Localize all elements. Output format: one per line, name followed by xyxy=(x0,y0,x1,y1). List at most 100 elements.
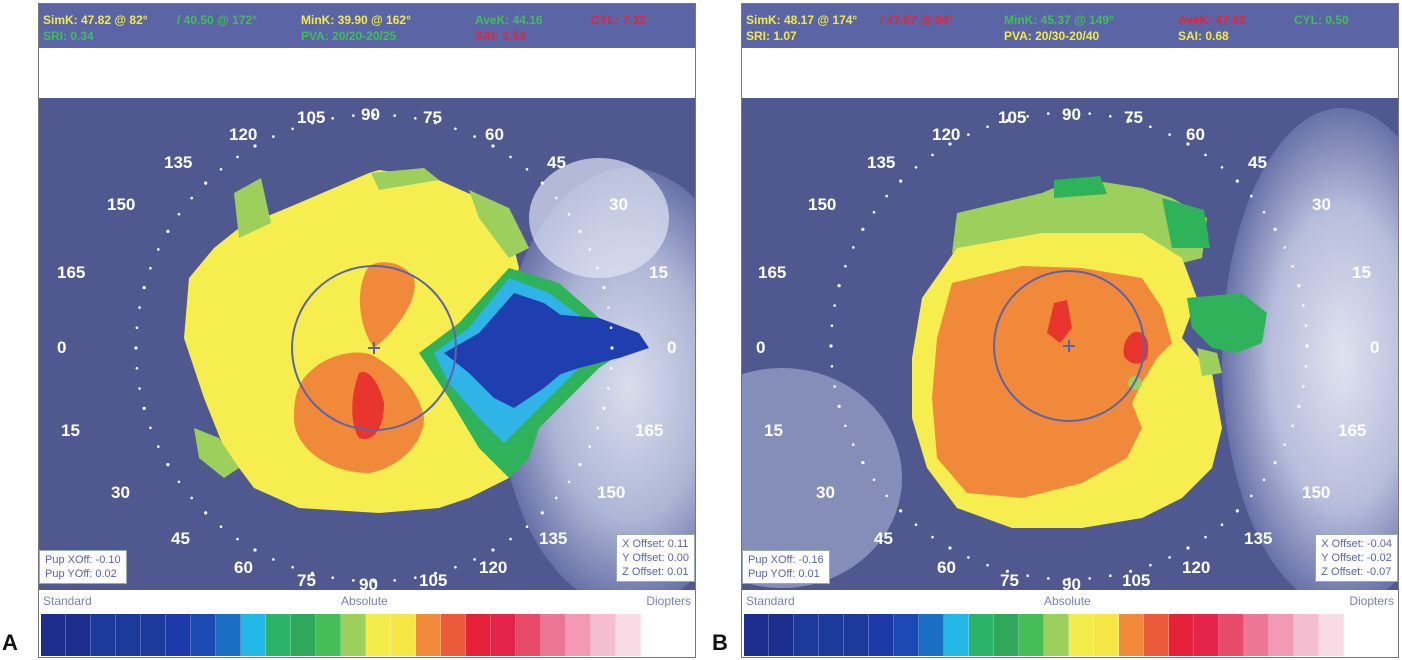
simk-steep-value: / 47.67 @ 84° xyxy=(880,13,954,27)
color-swatch xyxy=(216,614,241,656)
tick-dot xyxy=(157,445,160,448)
tick-dot xyxy=(166,229,170,233)
tick-dot xyxy=(1283,246,1286,249)
red-zone xyxy=(1123,331,1149,364)
degree-label: 165 xyxy=(635,421,663,440)
offset-box: X Offset: -0.04 Y Offset: -0.02 Z Offset… xyxy=(1315,534,1398,582)
tick-dot xyxy=(525,168,529,171)
color-swatch xyxy=(441,614,466,656)
tick-dot xyxy=(578,463,582,467)
z-offset: Z Offset: -0.07 xyxy=(1321,566,1392,578)
tick-dot xyxy=(567,212,571,216)
degree-label: 30 xyxy=(816,483,835,502)
degree-label: 15 xyxy=(61,421,80,440)
tick-dot xyxy=(310,571,314,575)
degree-label: 150 xyxy=(808,195,836,214)
tick-dot xyxy=(1088,577,1091,580)
tick-dot xyxy=(1026,115,1029,118)
tick-dot xyxy=(596,266,599,270)
color-swatch xyxy=(1144,614,1169,656)
degree-label: 135 xyxy=(164,153,192,172)
panel-a-letter: A xyxy=(2,630,18,655)
tick-dot xyxy=(157,248,160,251)
pupil-circle xyxy=(291,265,457,431)
orange-zone xyxy=(932,266,1172,498)
scale-diopters-label: Diopters xyxy=(646,594,691,608)
tick-dot xyxy=(1088,112,1091,115)
tick-dot xyxy=(135,326,139,329)
degree-label: 165 xyxy=(1338,421,1366,440)
tick-ring xyxy=(134,113,614,583)
degree-label: 45 xyxy=(1248,153,1267,172)
tick-dot xyxy=(491,144,495,148)
tick-dot xyxy=(588,445,591,448)
color-swatch xyxy=(1294,614,1319,656)
green-zone xyxy=(194,428,239,478)
color-swatch xyxy=(819,614,844,656)
color-swatch xyxy=(391,614,416,656)
tick-dot xyxy=(454,565,457,569)
color-swatch xyxy=(491,614,516,656)
tick-dot xyxy=(138,387,141,390)
degree-label: 135 xyxy=(867,153,895,172)
tick-dot xyxy=(1149,125,1152,129)
color-scale-bar xyxy=(39,614,695,656)
degree-label: 15 xyxy=(649,263,668,282)
mink-value: MinK: 39.90 @ 162° xyxy=(301,13,411,27)
tick-dot xyxy=(414,117,417,120)
color-swatch xyxy=(1069,614,1094,656)
color-swatch xyxy=(894,614,919,656)
green-zone xyxy=(371,168,439,190)
degree-label: 15 xyxy=(1352,263,1371,282)
tick-dot xyxy=(1067,111,1071,115)
tick-dot xyxy=(236,155,239,159)
tick-dot xyxy=(1186,142,1190,146)
degree-label: 150 xyxy=(1302,483,1330,502)
tick-dot xyxy=(607,387,610,390)
tick-dot xyxy=(861,461,865,465)
tick-dot xyxy=(142,406,146,410)
pupil-y-offset: Pup YOff: 0.01 xyxy=(748,568,820,580)
tick-dot xyxy=(1129,119,1133,123)
degree-label: 75 xyxy=(423,108,442,127)
degree-label: 15 xyxy=(764,421,783,440)
color-swatch xyxy=(266,614,291,656)
tick-dot xyxy=(899,509,903,513)
color-swatch xyxy=(316,614,341,656)
tick-dot xyxy=(885,194,888,198)
degree-label: 120 xyxy=(479,558,507,577)
green-zone xyxy=(1187,293,1267,353)
degree-label: 30 xyxy=(609,195,628,214)
tick-dot xyxy=(596,426,599,430)
pupil-x-offset: Pup XOff: -0.16 xyxy=(748,554,824,566)
color-swatch xyxy=(591,614,616,656)
tick-dot xyxy=(1109,574,1112,577)
tick-dot xyxy=(509,537,512,541)
tick-dot xyxy=(567,480,571,484)
green-zone xyxy=(1197,348,1222,376)
tick-dot xyxy=(1297,404,1301,408)
y-offset: Y Offset: -0.02 xyxy=(1321,552,1392,564)
tick-dot xyxy=(393,579,397,582)
y-offset: Y Offset: 0.00 xyxy=(622,552,689,564)
scale-diopters-label: Diopters xyxy=(1349,594,1394,608)
tick-dot xyxy=(914,523,918,526)
color-swatch xyxy=(141,614,166,656)
degree-label: 120 xyxy=(1182,558,1210,577)
tick-dot xyxy=(1302,385,1305,388)
color-swatch xyxy=(844,614,869,656)
color-swatch xyxy=(969,614,994,656)
tick-dot xyxy=(149,426,152,430)
pva-value: PVA: 20/20-20/25 xyxy=(301,29,397,43)
tick-dot xyxy=(1235,509,1239,513)
tick-dot xyxy=(291,127,294,131)
tick-dot xyxy=(1291,424,1294,428)
orange-zone xyxy=(359,262,415,348)
tick-dot xyxy=(1273,461,1277,465)
color-swatch xyxy=(291,614,316,656)
tick-dot xyxy=(1304,324,1308,327)
tick-dot xyxy=(1220,166,1224,169)
tick-dot xyxy=(204,511,208,515)
degree-label: 90 xyxy=(1062,575,1081,590)
tick-dot xyxy=(1262,478,1266,482)
